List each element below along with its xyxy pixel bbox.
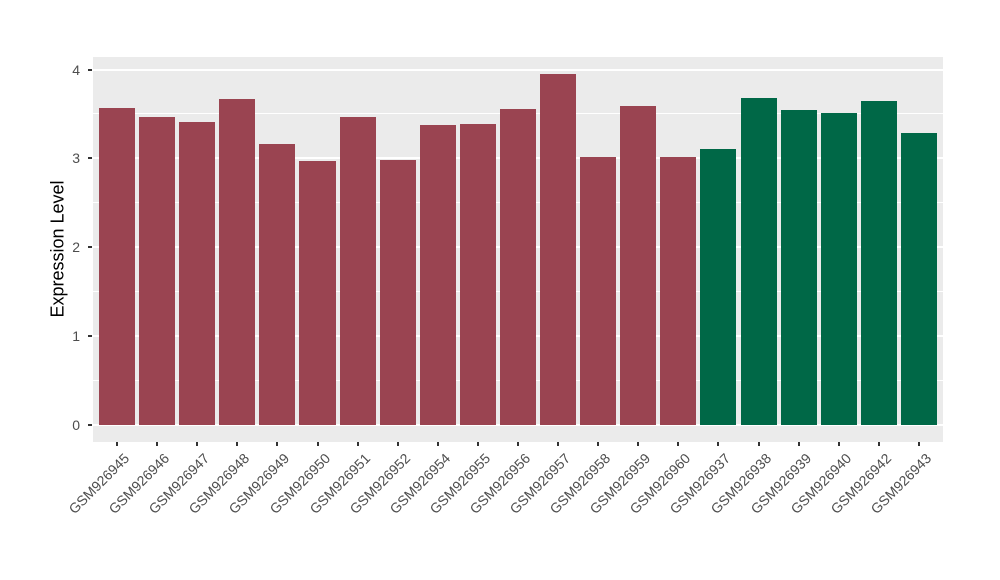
x-tick xyxy=(717,442,720,446)
bar-GSM926952 xyxy=(379,160,416,425)
bar-GSM926945 xyxy=(99,107,136,425)
bar-GSM926950 xyxy=(299,160,336,425)
bar-slot xyxy=(217,57,257,425)
bars-row xyxy=(97,57,939,425)
x-tick xyxy=(917,442,920,446)
bar-GSM926939 xyxy=(780,110,817,425)
y-tick xyxy=(88,157,92,160)
bar-slot xyxy=(297,57,337,425)
bar-slot xyxy=(177,57,217,425)
bar-GSM926948 xyxy=(219,98,256,425)
bar-slot xyxy=(859,57,899,425)
bar-slot xyxy=(338,57,378,425)
y-tick-label: 2 xyxy=(72,239,80,255)
bar-GSM926956 xyxy=(499,109,537,425)
bar-GSM926943 xyxy=(900,133,937,425)
bar-GSM926940 xyxy=(820,113,857,425)
bar-GSM926960 xyxy=(660,156,697,425)
y-tick xyxy=(88,334,92,337)
bar-slot xyxy=(618,57,658,425)
bar-slot xyxy=(578,57,618,425)
bar-slot xyxy=(538,57,578,425)
bar-GSM926954 xyxy=(419,125,456,425)
x-tick xyxy=(517,442,519,446)
y-tick-label: 1 xyxy=(72,327,80,344)
bar-GSM926946 xyxy=(139,116,176,425)
y-tick xyxy=(88,68,92,71)
x-tick xyxy=(276,442,279,446)
x-tick xyxy=(877,442,880,446)
x-tick xyxy=(436,442,439,446)
bar-slot xyxy=(899,57,939,425)
x-tick xyxy=(116,442,119,446)
y-tick-label: 4 xyxy=(72,61,80,78)
bar-slot xyxy=(378,57,418,425)
x-tick xyxy=(637,442,640,446)
x-tick xyxy=(236,442,239,446)
bar-slot xyxy=(819,57,859,425)
bar-GSM926955 xyxy=(459,123,496,425)
x-tick xyxy=(156,442,159,446)
bar-GSM926958 xyxy=(580,156,617,425)
y-tick-label: 3 xyxy=(72,150,80,167)
bar-slot xyxy=(137,57,177,425)
major-gridline xyxy=(93,68,943,71)
bar-slot xyxy=(418,57,458,425)
bar-GSM926951 xyxy=(339,116,376,425)
x-tick xyxy=(196,442,199,446)
bar-slot xyxy=(739,57,779,425)
x-tick xyxy=(476,442,479,446)
y-tick-label: 0 xyxy=(72,416,80,433)
bar-GSM926947 xyxy=(179,121,216,425)
x-tick xyxy=(557,442,560,446)
bar-slot xyxy=(698,57,738,425)
bar-slot xyxy=(658,57,698,425)
bar-slot xyxy=(779,57,819,425)
x-tick xyxy=(757,442,760,446)
bar-slot xyxy=(97,57,137,425)
bar-GSM926938 xyxy=(740,97,777,425)
plot-panel xyxy=(93,57,943,442)
x-tick xyxy=(597,442,600,446)
x-tick xyxy=(837,442,840,446)
bar-slot xyxy=(257,57,297,425)
bar-slot xyxy=(498,57,538,425)
y-tick xyxy=(88,246,92,248)
x-tick xyxy=(396,442,399,446)
y-tick xyxy=(88,423,92,426)
bar-GSM926942 xyxy=(860,101,897,425)
bar-GSM926959 xyxy=(620,105,657,425)
x-tick xyxy=(677,442,680,446)
bar-GSM926949 xyxy=(259,144,296,425)
x-tick xyxy=(316,442,319,446)
bar-GSM926937 xyxy=(700,149,737,425)
bar-GSM926957 xyxy=(540,73,577,425)
major-gridline xyxy=(93,423,943,426)
bar-slot xyxy=(458,57,498,425)
x-tick xyxy=(797,442,800,446)
x-tick xyxy=(356,442,359,446)
